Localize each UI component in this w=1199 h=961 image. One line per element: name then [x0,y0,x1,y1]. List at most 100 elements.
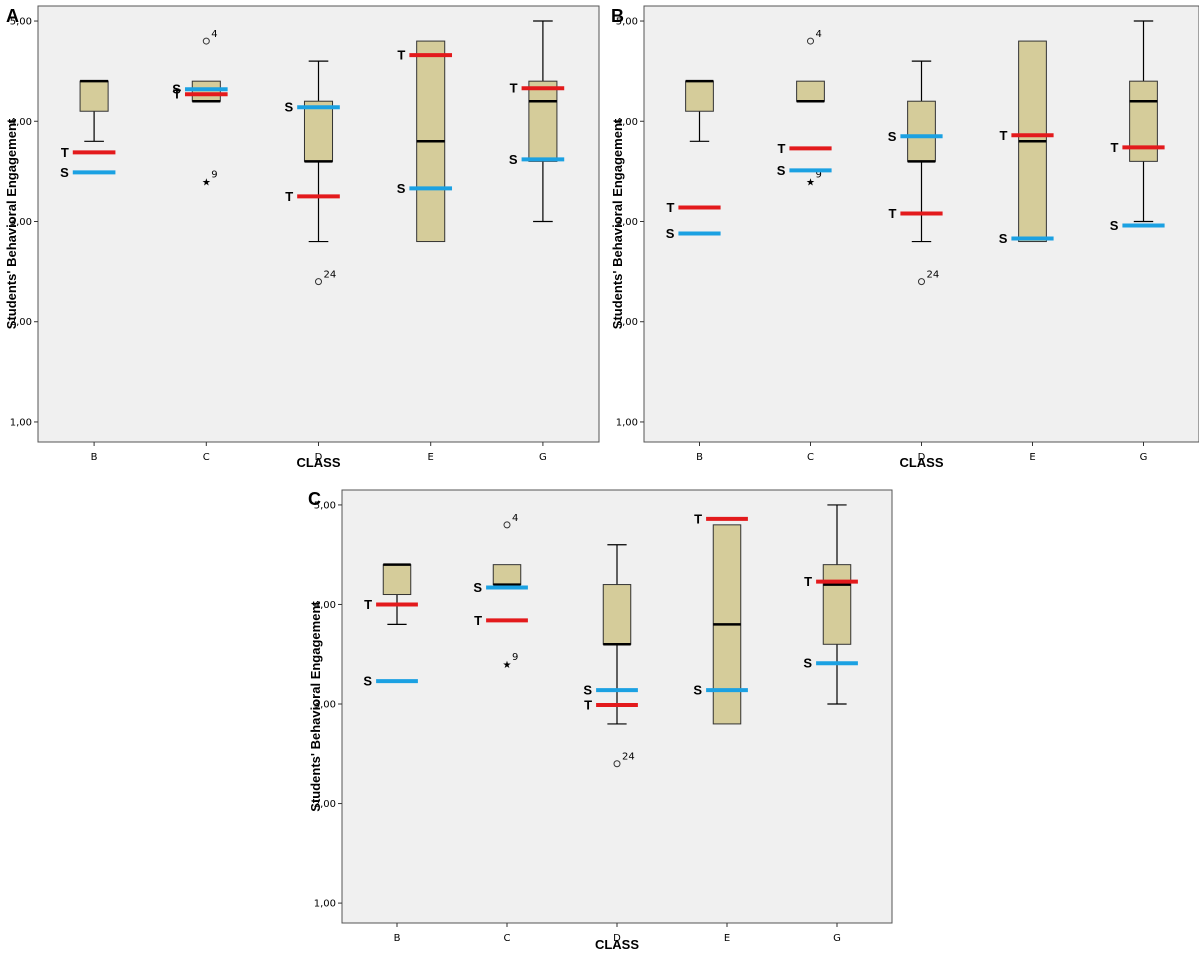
box-b [382,563,412,625]
student-mark-label: S [583,683,592,698]
x-tick-label: C [504,933,511,944]
student-mark-label: S [363,674,372,689]
x-tick-label: B [91,452,98,463]
box-iqr [191,80,221,102]
box-g [528,20,558,223]
outlier-label: 4 [816,29,822,40]
outlier-label: 9 [211,169,217,180]
box-iqr [822,564,852,645]
student-mark-label: S [509,152,518,167]
x-tick-label: E [428,452,434,463]
teacher-mark-label: T [584,698,592,713]
outlier-label: 9 [816,169,822,180]
y-tick-label: 4,00 [10,117,32,128]
box-iqr [79,80,109,112]
box-g [822,504,852,705]
teacher-mark-label: T [364,597,372,612]
panel-letter: A [6,6,19,26]
panel-a: A 1,00 2,00 3,00 4,00 5,00 B C D E G CLASS Students'… [0,0,600,478]
panel-letter: B [611,6,624,26]
x-tick-label: B [394,933,401,944]
student-mark-label: S [60,165,69,180]
outlier-label: 24 [622,752,635,763]
student-mark-label: S [473,580,482,595]
box-b [79,79,109,142]
x-axis-title: CLASS [899,455,943,470]
box-d [602,544,632,725]
x-tick-label: E [1029,452,1035,463]
y-tick-label: 5,00 [314,500,336,511]
teacher-mark-label: T [999,128,1007,143]
outlier-star: ★ [806,177,815,188]
student-mark-label: S [888,129,897,144]
box-c [191,80,221,103]
panel-letter: C [308,489,321,509]
box-iqr [685,80,714,112]
student-mark-label: S [666,226,675,241]
outlier-label: 4 [512,513,518,524]
y-tick-label: 1,00 [314,899,336,910]
y-tick-label: 1,00 [616,417,638,428]
y-axis-title: Students' Behavioral Engagement [4,118,19,329]
boxplot-chart-b: B1,002,003,004,005,00B C D E GCLASSStudents'… [610,5,1199,470]
x-tick-label: C [203,452,210,463]
x-tick-label: D [613,933,621,944]
box-d [907,60,936,243]
x-tick-label: G [833,933,841,944]
outlier-circle [918,278,925,286]
box-c [796,80,825,103]
teacher-mark-label: T [173,87,181,102]
teacher-mark-label: T [694,511,702,526]
y-axis-title: Students' Behavioral Engagement [610,118,625,329]
teacher-mark-label: T [285,189,293,204]
outlier-label: 24 [927,270,940,281]
box-iqr [382,564,412,596]
outlier-label: 9 [512,652,518,663]
student-mark-label: S [397,181,406,196]
box-iqr [796,80,825,102]
y-tick-label: 3,00 [10,217,32,228]
x-axis-title: CLASS [296,455,340,470]
x-tick-label: D [315,452,323,463]
box-iqr [602,584,632,645]
student-mark-label: S [172,82,181,97]
panel-c: C 1,00 2,00 3,00 4,00 5,00 B C D E G CLASS Students'… [298,480,902,956]
teacher-mark-label: T [61,145,69,160]
teacher-mark-label: T [777,141,785,156]
x-tick-label: B [696,452,703,463]
outlier-circle [613,760,621,768]
teacher-mark-label: T [888,206,896,221]
y-tick-label: 2,00 [616,317,638,328]
student-mark-label: S [777,163,786,178]
outlier-star: ★ [503,660,512,671]
teacher-mark-label: T [510,81,518,96]
y-tick-label: 3,00 [616,217,638,228]
y-tick-label: 1,00 [10,417,32,428]
boxplot-chart-a: A 1,00 2,00 3,00 4,00 5,00 B C D E G CLASS Students'… [4,5,600,470]
x-tick-label: G [539,452,547,463]
student-mark-label: S [999,231,1008,246]
y-tick-label: 3,00 [314,700,336,711]
box-e [712,524,742,725]
y-tick-label: 2,00 [10,317,32,328]
box-iqr [907,100,936,162]
box-c [492,564,522,586]
outlier-circle [202,37,210,45]
outlier-circle [315,278,322,286]
x-tick-label: G [1140,452,1148,463]
box-iqr [1129,80,1158,162]
teacher-mark-label: T [474,613,482,628]
y-tick-label: 2,00 [314,799,336,810]
student-mark-label: S [285,100,294,115]
teacher-mark-label: T [397,48,405,63]
x-tick-label: D [918,452,926,463]
box-iqr [528,80,558,162]
outlier-circle [503,521,511,529]
box-iqr [492,564,522,586]
y-tick-label: 4,00 [314,600,336,611]
y-tick-label: 4,00 [616,117,638,128]
y-tick-label: 5,00 [10,17,32,28]
box-b [685,79,714,142]
box-e [416,40,446,243]
box-e [1018,40,1047,243]
